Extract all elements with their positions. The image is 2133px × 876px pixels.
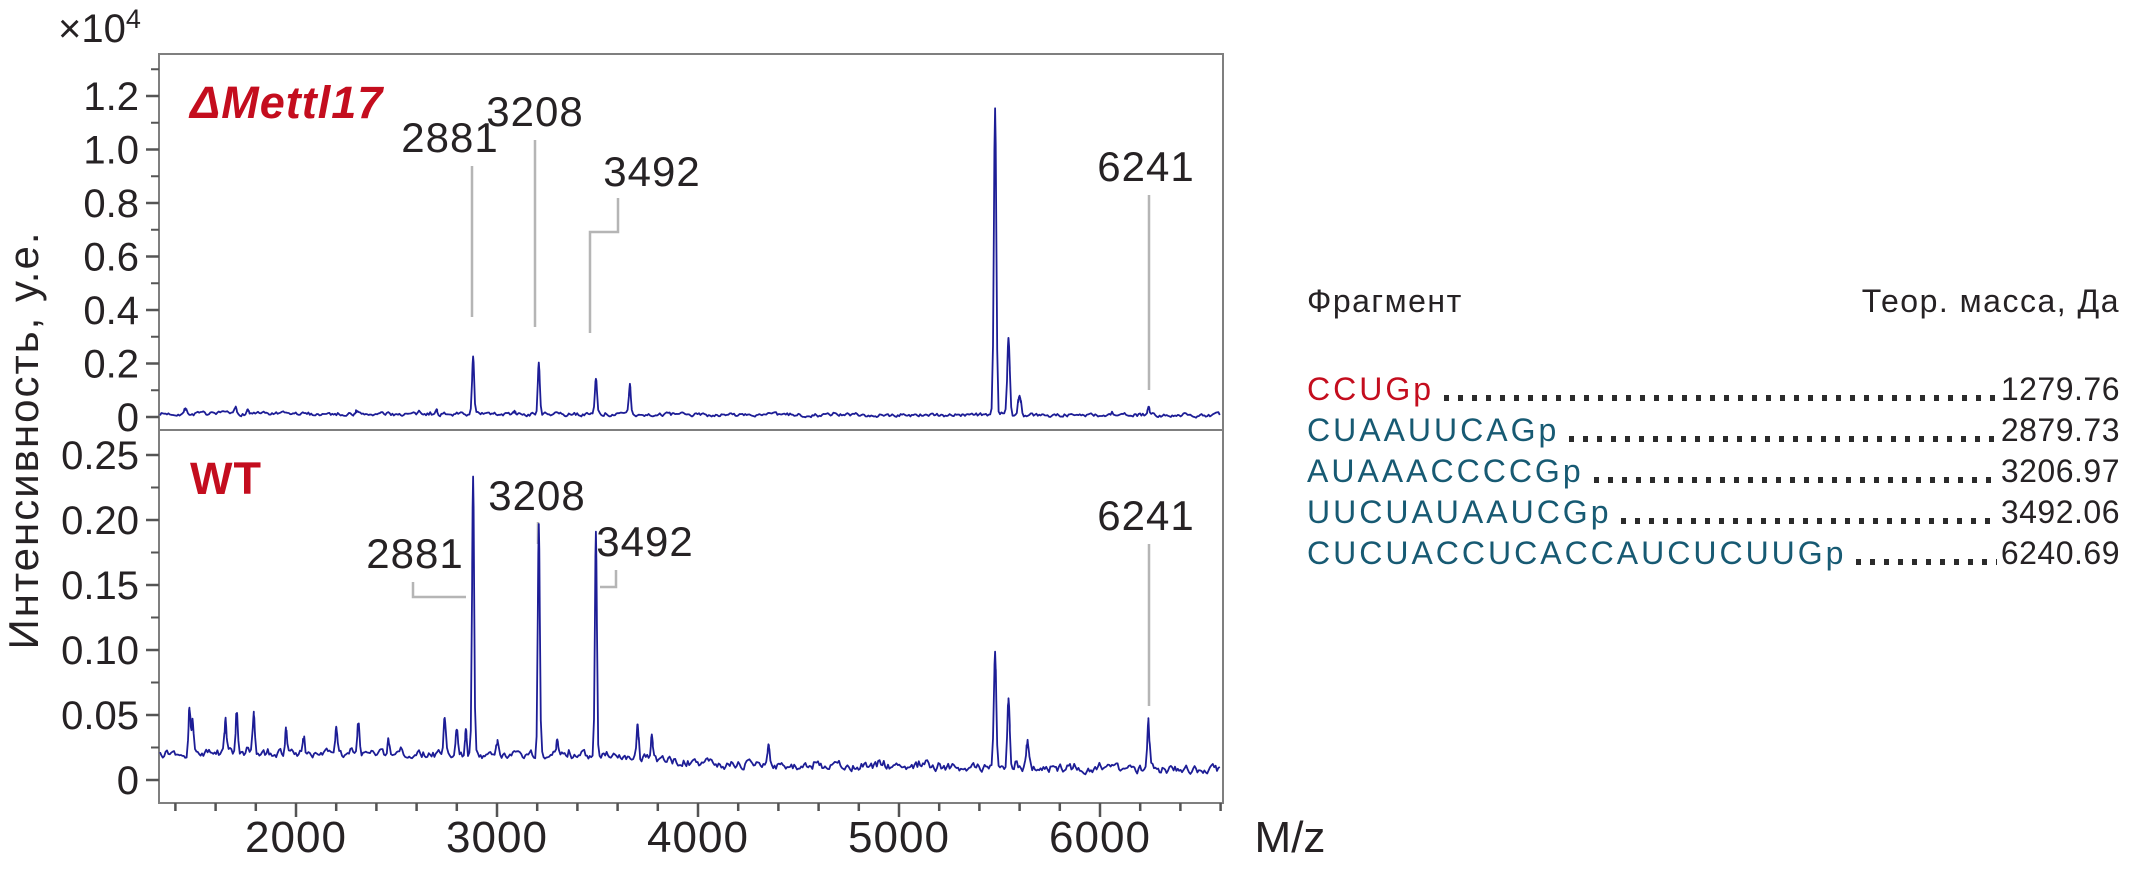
panel-title-top: ΔMettl17 <box>188 77 384 128</box>
fragment-sequence: AUAAACCCCGp <box>1307 453 1584 489</box>
panel-title-bottom: WT <box>190 453 262 504</box>
fragment-sequence: CUAAUUCAGp <box>1307 412 1560 448</box>
y-tick-label: 0.10 <box>61 629 139 673</box>
mass-column-header: Теор. масса, Да <box>1861 283 2120 319</box>
spectrum-trace-bottom <box>159 475 1221 776</box>
y-tick-label: 0.25 <box>61 434 139 478</box>
dot-leader <box>1569 436 1997 442</box>
peak-label: 6241 <box>1097 143 1194 190</box>
x-tick-label: 5000 <box>848 813 950 862</box>
peak-label: 6241 <box>1097 492 1194 539</box>
dot-leader <box>1444 395 1997 401</box>
fragment-column-header: Фрагмент <box>1307 283 1463 319</box>
y-tick-label: 0.2 <box>83 343 139 387</box>
peak-label: 3208 <box>488 472 585 519</box>
fragment-table-header: Фрагмент Теор. масса, Да <box>1307 281 2120 321</box>
dot-leader <box>1621 518 1997 524</box>
dot-leader <box>1856 559 1997 565</box>
y-axis-label: Интенсивность, у.е. <box>0 231 47 650</box>
plot-frame <box>158 53 1224 804</box>
y-tick-label: 0.05 <box>61 694 139 738</box>
x-tick-label: 3000 <box>446 813 548 862</box>
x-axis-ticks: 2000 3000 4000 5000 6000 <box>174 803 1222 862</box>
y-tick-label: 0.20 <box>61 499 139 543</box>
fragment-table-body: CCUGp 1279.76 CUAAUUCAGp 2879.73 AUAAACCCCGp… <box>1307 367 2120 572</box>
y-tick-label: 0.15 <box>61 564 139 608</box>
y-tick-label: 1.2 <box>83 75 139 119</box>
peak-label: 3208 <box>486 88 583 135</box>
fragment-mass: 1279.76 <box>2000 371 2120 407</box>
y-tick-label: 0.6 <box>83 236 139 280</box>
x-tick-label: 2000 <box>245 813 347 862</box>
table-row: CUCUACCUCACCAUCUCUUGp 6240.69 <box>1307 531 2120 572</box>
x-axis-label: M/z <box>1255 813 1326 862</box>
fragment-mass: 2879.73 <box>2000 412 2120 448</box>
y-tick-label: 0.4 <box>83 289 139 333</box>
x-tick-label: 6000 <box>1049 813 1151 862</box>
fragment-mass: 3206.97 <box>2000 453 2120 489</box>
fragment-sequence: CUCUACCUCACCAUCUCUUGp <box>1307 535 1847 571</box>
peak-label: 3492 <box>603 148 700 195</box>
peak-label: 2881 <box>366 530 463 577</box>
y-tick-label: 0.8 <box>83 182 139 226</box>
peak-leader-line <box>411 582 466 599</box>
table-row: CCUGp 1279.76 <box>1307 367 2120 408</box>
y-scale-multiplier: ×104 <box>58 4 141 51</box>
fragment-table: Фрагмент Теор. масса, Да CCUGp 1279.76 CUA… <box>1307 281 2120 572</box>
peak-leader-line <box>600 570 618 589</box>
fragment-sequence: CCUGp <box>1307 371 1435 407</box>
mass-spectra-figure: 2000 3000 4000 5000 6000 M/z Интенсивность, у.… <box>0 4 1326 862</box>
peak-label: 3492 <box>596 518 693 565</box>
dot-leader <box>1593 477 1997 483</box>
fragment-sequence: UUCUAUAAUCGp <box>1307 494 1612 530</box>
peak-leader-line <box>588 198 620 333</box>
table-row: UUCUAUAAUCGp 3492.06 <box>1307 490 2120 531</box>
y-tick-label: 0 <box>117 396 139 440</box>
peak-label: 2881 <box>401 114 498 161</box>
fragment-mass: 3492.06 <box>2000 494 2120 530</box>
table-row: CUAAUUCAGp 2879.73 <box>1307 408 2120 449</box>
fragment-mass: 6240.69 <box>2000 535 2120 571</box>
table-row: AUAAACCCCGp 3206.97 <box>1307 449 2120 490</box>
spectrum-trace-top <box>159 107 1221 419</box>
y-tick-label: 1.0 <box>83 129 139 173</box>
x-tick-label: 4000 <box>647 813 749 862</box>
y-tick-label: 0 <box>117 759 139 803</box>
